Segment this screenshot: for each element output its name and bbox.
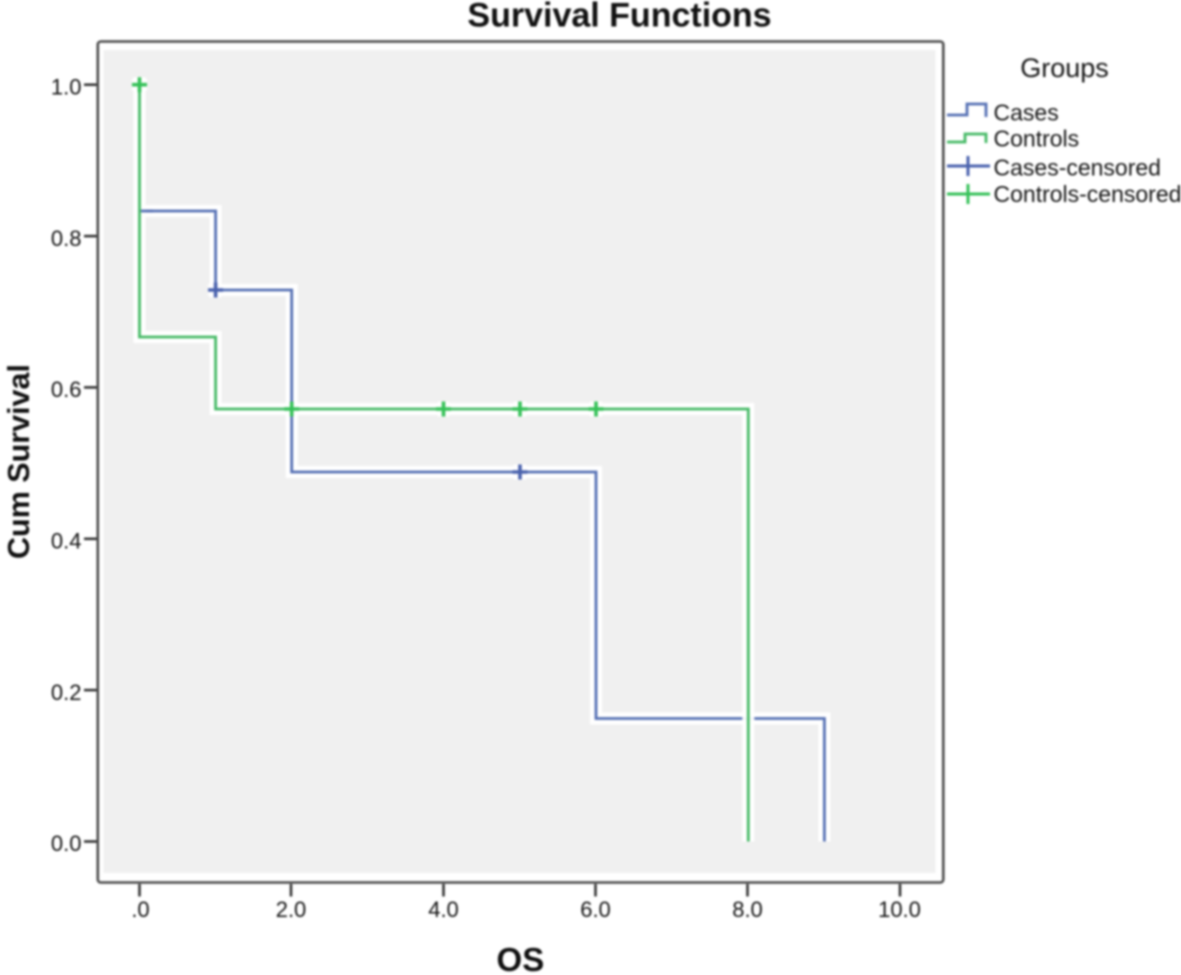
svg-text:0.4: 0.4 [51, 529, 82, 554]
svg-text:Cum Survival: Cum Survival [2, 364, 36, 559]
svg-text:0.6: 0.6 [51, 377, 82, 402]
svg-text:4.0: 4.0 [428, 897, 459, 922]
svg-text:Cases: Cases [994, 99, 1059, 125]
svg-text:Controls: Controls [994, 125, 1080, 151]
svg-text:6.0: 6.0 [580, 897, 611, 922]
svg-text:Groups: Groups [1020, 53, 1109, 83]
svg-text:Controls-censored: Controls-censored [994, 181, 1181, 207]
svg-text:1.0: 1.0 [51, 74, 82, 99]
svg-text:Cases-censored: Cases-censored [994, 154, 1161, 180]
svg-text:Survival Functions: Survival Functions [467, 0, 771, 35]
svg-text:OS: OS [497, 941, 545, 975]
svg-text:10.0: 10.0 [878, 897, 921, 922]
svg-text:.0: .0 [131, 897, 149, 922]
svg-text:0.2: 0.2 [51, 680, 82, 705]
svg-text:2.0: 2.0 [276, 897, 307, 922]
svg-text:0.0: 0.0 [51, 831, 82, 856]
svg-text:0.8: 0.8 [51, 226, 82, 251]
svg-text:8.0: 8.0 [732, 897, 763, 922]
